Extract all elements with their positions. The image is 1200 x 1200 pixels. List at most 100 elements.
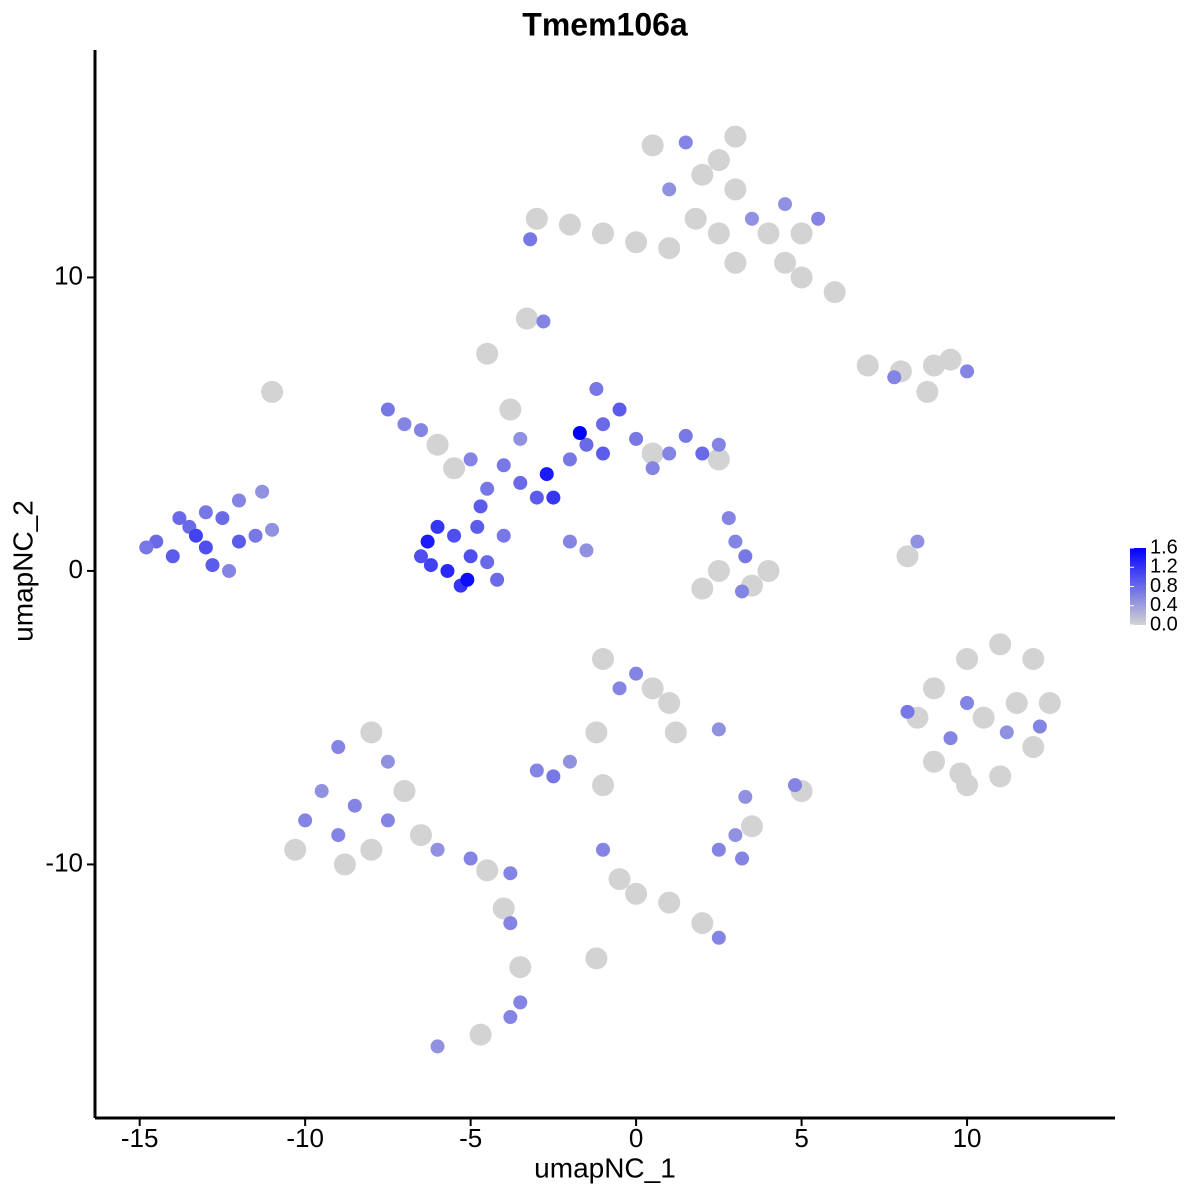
y-tick-label: -10 [45,847,83,877]
point [724,251,747,274]
y-tick-label: 10 [54,260,83,290]
point [409,824,432,847]
point [546,490,561,505]
point [774,251,797,274]
point [546,769,561,784]
point [922,354,945,377]
colorbar-label: 1.6 [1150,536,1178,558]
point [641,442,664,465]
point [592,222,615,245]
x-tick-label: 0 [629,1123,643,1153]
point [645,461,660,476]
point [509,956,532,979]
point [480,481,495,496]
point [658,692,681,715]
point [380,813,395,828]
point [711,437,726,452]
point [896,545,919,568]
point [922,750,945,773]
point [900,704,915,719]
point [529,763,544,778]
point [790,266,813,289]
point [333,853,356,876]
point [999,725,1014,740]
point [255,484,270,499]
point [231,493,246,508]
colorbar-label: 0.0 [1150,613,1178,635]
point [695,446,710,461]
point [787,778,802,793]
point [972,706,995,729]
points [139,125,1061,1054]
point [612,681,627,696]
point [440,563,455,578]
point [1032,719,1047,734]
point [165,549,180,564]
point [707,448,730,471]
point [525,207,548,230]
point [585,721,608,744]
point [469,1023,492,1046]
colorbar-label: 1.2 [1150,556,1178,578]
point [939,348,962,371]
point [529,490,544,505]
point [728,828,743,843]
point [1038,692,1061,715]
point [823,281,846,304]
point [572,426,587,441]
point [536,314,551,329]
point [463,549,478,564]
point [443,457,466,480]
point [728,534,743,549]
colorbar-label: 0.4 [1150,594,1178,616]
point [811,211,826,226]
point [523,232,538,247]
point [585,947,608,970]
point [678,428,693,443]
point [744,211,759,226]
point [684,207,707,230]
point [515,307,538,330]
point [949,762,972,785]
point [960,696,975,711]
chart-title: Tmem106a [522,6,688,42]
point [476,342,499,365]
point [314,784,329,799]
point [423,558,438,573]
point [678,135,693,150]
point [596,842,611,857]
point [579,543,594,558]
point [592,774,615,797]
point [778,197,793,212]
point [856,354,879,377]
point [463,851,478,866]
point [430,842,445,857]
point [592,647,615,670]
point [499,398,522,421]
point [476,859,499,882]
point [380,754,395,769]
point [707,559,730,582]
point [641,677,664,700]
point [738,789,753,804]
point [960,364,975,379]
point [916,380,939,403]
point [513,431,528,446]
point [989,633,1012,656]
point [460,572,475,587]
x-tick-label: 5 [794,1123,808,1153]
point [691,163,714,186]
point [662,446,677,461]
point [738,549,753,564]
point [198,540,213,555]
point [496,458,511,473]
point [658,891,681,914]
point [413,423,428,438]
point [1022,736,1045,759]
point [711,722,726,737]
point [579,437,594,452]
x-tick-label: -10 [286,1123,324,1153]
point [261,380,284,403]
point [496,528,511,543]
point [172,511,187,526]
